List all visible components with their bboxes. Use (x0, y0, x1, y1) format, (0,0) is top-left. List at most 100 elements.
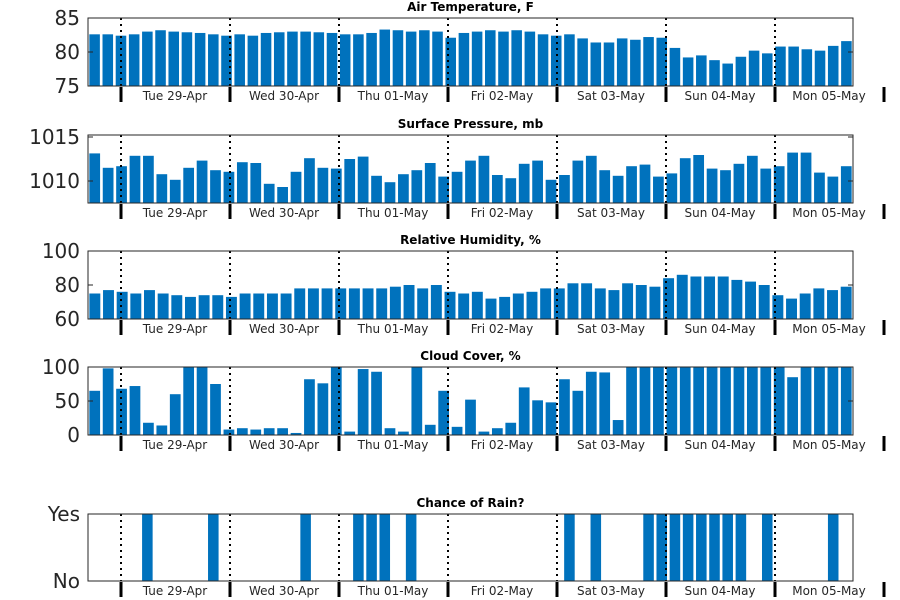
day-tick (664, 204, 668, 219)
bar (559, 175, 570, 203)
bar (622, 283, 634, 319)
bar (444, 291, 456, 319)
xtick-label: Thu 01-May (357, 206, 429, 220)
bar (458, 293, 470, 319)
xtick-label: Sat 03-May (577, 206, 645, 220)
day-tick (555, 320, 559, 335)
bar (709, 60, 720, 86)
day-tick (228, 582, 232, 597)
bar (379, 29, 391, 87)
bar (411, 367, 423, 435)
xtick-label: Sun 04-May (684, 322, 755, 336)
bar (344, 431, 356, 435)
bar (787, 152, 798, 203)
bar (553, 288, 565, 319)
bar (430, 285, 442, 319)
bar (599, 170, 611, 203)
day-tick (337, 204, 341, 219)
bar (512, 293, 524, 319)
bar (720, 170, 731, 203)
day-tick (228, 87, 232, 102)
bar (225, 296, 237, 319)
bar (656, 37, 668, 86)
bar (144, 290, 155, 319)
bar (471, 291, 483, 319)
day-tick (446, 582, 450, 597)
bar (635, 285, 647, 319)
bar (814, 172, 825, 203)
day-tick (337, 87, 341, 102)
bar (321, 288, 333, 319)
bar (559, 379, 570, 435)
bar (746, 155, 758, 203)
bar (357, 369, 369, 435)
bar (612, 420, 624, 435)
bar (451, 426, 463, 435)
day-tick (773, 436, 777, 451)
xtick-label: Tue 29-Apr (142, 584, 207, 598)
bar (157, 293, 169, 319)
bar (616, 38, 628, 86)
bar (307, 288, 319, 319)
bar (384, 182, 396, 203)
day-tick (228, 320, 232, 335)
bar (89, 34, 100, 86)
bar (603, 42, 615, 86)
bar (250, 429, 262, 435)
panel-1: 1010 1015 Tue 29-Apr Wed 30-Apr Thu 01-May Fr… (29, 117, 886, 220)
bar (371, 371, 382, 435)
xtick-label: Sat 03-May (577, 322, 645, 336)
bar (676, 274, 688, 319)
bar (626, 367, 637, 435)
bar (540, 288, 552, 319)
bar (773, 367, 785, 435)
bar (813, 288, 825, 319)
bar (169, 179, 181, 203)
xtick-label: Mon 05-May (792, 438, 866, 452)
day-tick (337, 582, 341, 597)
xtick-label: Sun 04-May (684, 89, 755, 103)
bar (326, 32, 338, 86)
bar (717, 276, 729, 319)
ytick-label: 80 (55, 273, 80, 297)
bar (656, 514, 668, 581)
bar (748, 50, 760, 86)
day-tick (773, 320, 777, 335)
bar (722, 514, 733, 581)
bar (491, 175, 503, 203)
bar (344, 159, 356, 203)
xtick-label: Thu 01-May (357, 89, 429, 103)
day-tick (773, 204, 777, 219)
bar (545, 179, 557, 203)
day-tick (119, 204, 123, 219)
bar (814, 50, 826, 86)
ytick-label: 1015 (29, 125, 80, 149)
bar (827, 367, 839, 435)
xtick-label: Mon 05-May (792, 322, 866, 336)
bar (537, 34, 549, 86)
bar (758, 285, 770, 319)
xtick-label: Thu 01-May (357, 438, 429, 452)
bar (773, 166, 785, 203)
bar (171, 295, 183, 319)
bar (389, 286, 401, 319)
bar (639, 367, 651, 435)
bar (432, 31, 443, 87)
bar (313, 32, 325, 86)
bar (168, 31, 180, 87)
bar (116, 388, 127, 435)
bar (800, 367, 812, 435)
day-tick (882, 204, 886, 219)
bar (335, 288, 347, 319)
bar (129, 386, 141, 435)
bar (682, 514, 694, 581)
bar (438, 390, 450, 435)
xtick-label: Thu 01-May (357, 322, 429, 336)
bar (669, 514, 681, 581)
bar (666, 173, 678, 203)
bar (417, 288, 429, 319)
bar (733, 163, 745, 203)
bar (690, 276, 702, 319)
day-tick (882, 320, 886, 335)
bar (183, 167, 195, 203)
